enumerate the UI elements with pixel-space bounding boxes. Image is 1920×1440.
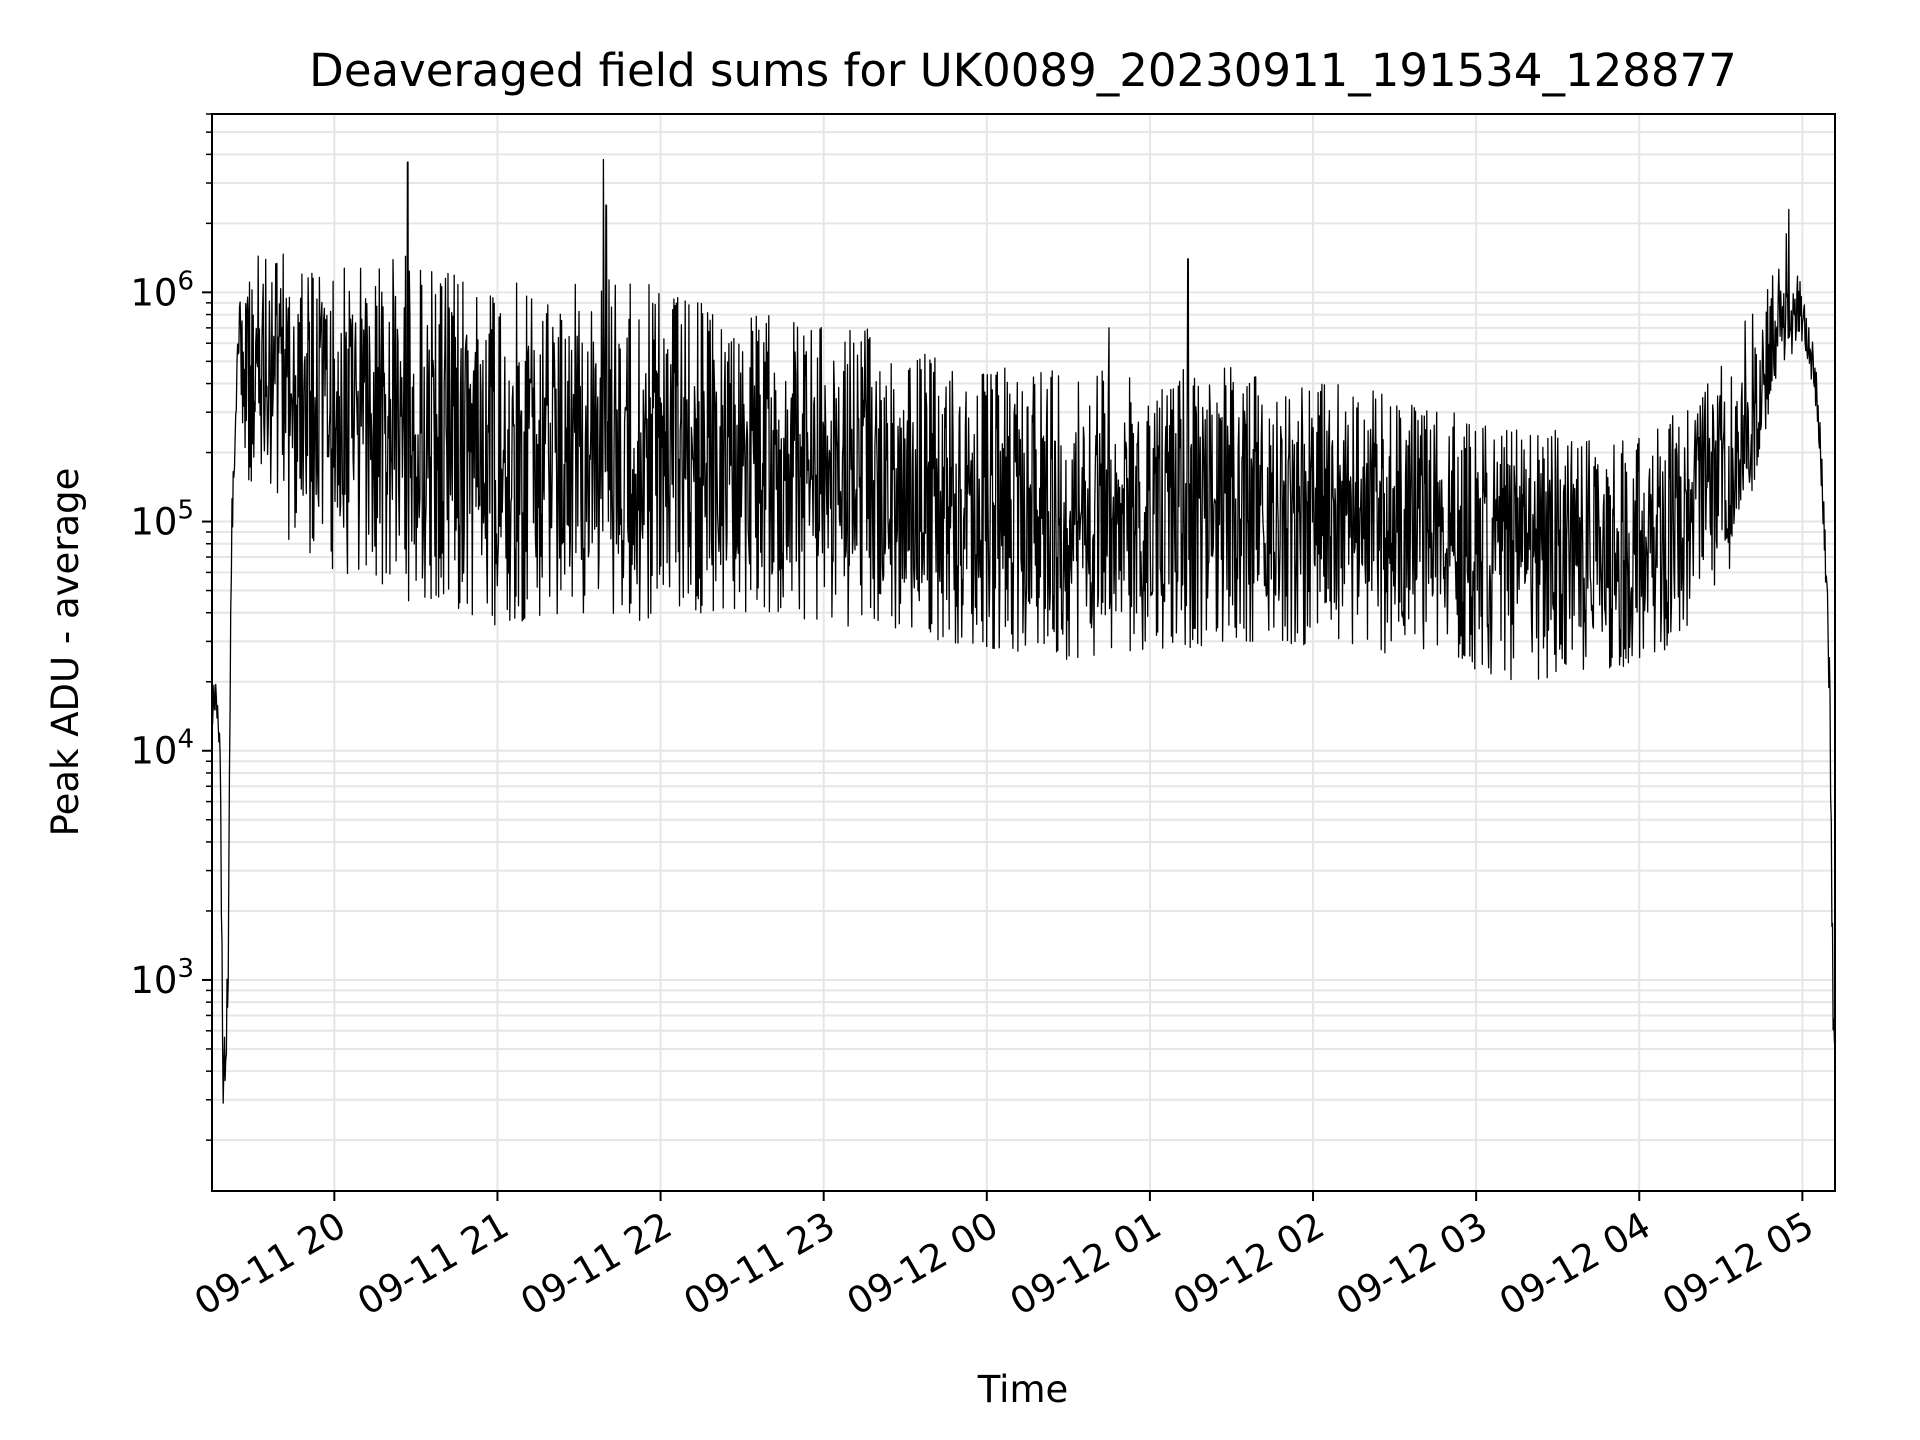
chart-title: Deaveraged field sums for UK0089_2023091… [309, 44, 1737, 97]
x-tick-label: 09-12 04 [1492, 1204, 1658, 1324]
x-axis-label: Time [977, 1368, 1069, 1411]
x-tick-label: 09-12 03 [1329, 1204, 1495, 1324]
series-path [211, 158, 1836, 1104]
plot-frame [211, 113, 1836, 1192]
y-axis-label: Peak ADU - average [44, 468, 87, 837]
x-tick-label: 09-12 01 [1003, 1204, 1169, 1324]
series-line [211, 158, 1836, 1104]
x-tick-label: 09-12 02 [1166, 1204, 1332, 1324]
x-tick-label: 09-12 00 [840, 1204, 1006, 1324]
x-tick-label: 09-11 23 [677, 1204, 843, 1324]
x-tick-label: 09-11 22 [513, 1204, 679, 1324]
grid [212, 113, 1835, 1191]
y-tick-label: 105 [130, 496, 194, 544]
x-tick-label: 09-11 20 [187, 1204, 353, 1324]
x-tick-label: 09-11 21 [350, 1204, 516, 1324]
y-tick-label: 103 [130, 954, 194, 1002]
y-tick-label: 104 [130, 725, 194, 773]
y-axis: 103 104 105 106 [130, 113, 212, 1141]
x-tick-label: 09-12 05 [1655, 1204, 1821, 1324]
y-tick-label: 106 [130, 266, 194, 314]
